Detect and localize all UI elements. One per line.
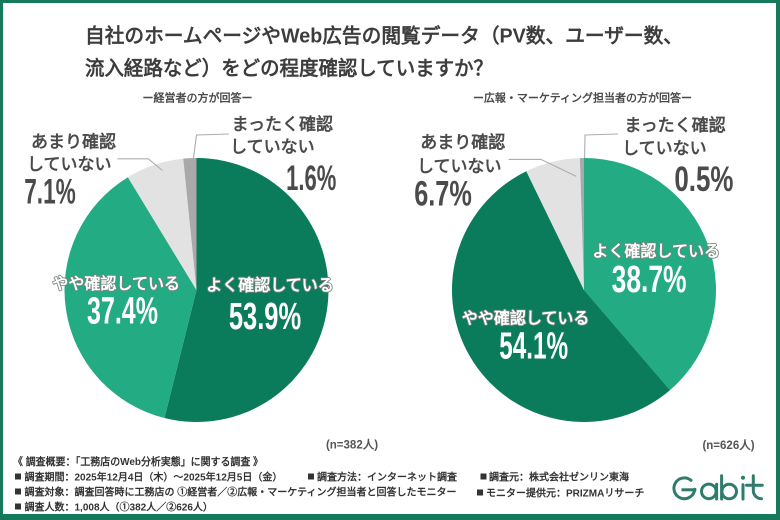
svg-text:《 調査概要：「工務店のWeb分析実態」に関する調査 》: 《 調査概要：「工務店のWeb分析実態」に関する調査 》 xyxy=(13,455,263,468)
svg-text:調査方法：インターネット調査: 調査方法：インターネット調査 xyxy=(317,471,458,484)
svg-text:していない: していない xyxy=(230,138,315,157)
svg-text:ー経営者の方が回答ー: ー経営者の方が回答ー xyxy=(143,91,253,105)
svg-text:あまり確認: あまり確認 xyxy=(31,132,116,152)
svg-text:していない: していない xyxy=(622,139,707,158)
svg-text:自社のホームページやWeb広告の閲覧データ（PV数、ユーザー: 自社のホームページやWeb広告の閲覧データ（PV数、ユーザー数、 xyxy=(85,24,683,48)
svg-text:まったく確認: まったく確認 xyxy=(232,114,333,134)
svg-text:38.7%: 38.7% xyxy=(612,257,687,300)
svg-text:調査対象：調査回答時に工務店の ①経営者／②広報・マーケティ: 調査対象：調査回答時に工務店の ①経営者／②広報・マーケティング担当者と回答した… xyxy=(25,486,457,499)
svg-text:調査期間：2025年12月4日（木）〜2025年12月5日（: 調査期間：2025年12月4日（木）〜2025年12月5日（金） xyxy=(25,471,283,484)
svg-text:まったく確認: まったく確認 xyxy=(624,115,725,135)
svg-text:6.7%: 6.7% xyxy=(414,175,472,214)
svg-text:調査元：株式会社ゼンリン東海: 調査元：株式会社ゼンリン東海 xyxy=(489,471,629,484)
svg-text:(n=382人): (n=382人) xyxy=(326,437,378,451)
svg-text:あまり確認: あまり確認 xyxy=(420,132,505,152)
svg-text:よく確認している: よく確認している xyxy=(206,276,334,295)
svg-text:54.1%: 54.1% xyxy=(499,324,568,367)
svg-text:していない: していない xyxy=(417,157,502,176)
svg-text:やや確認している: やや確認している xyxy=(52,274,180,293)
svg-text:よく確認している: よく確認している xyxy=(592,242,720,261)
svg-text:7.1%: 7.1% xyxy=(24,173,76,212)
svg-text:37.4%: 37.4% xyxy=(87,289,158,332)
svg-text:ー広報・マーケティング担当者の方が回答ー: ー広報・マーケティング担当者の方が回答ー xyxy=(473,91,692,105)
svg-text:(n=626人): (n=626人) xyxy=(702,438,754,452)
svg-text:53.9%: 53.9% xyxy=(229,295,301,337)
svg-text:調査人数：1,008人（①382人／②626人）: 調査人数：1,008人（①382人／②626人） xyxy=(25,501,213,514)
svg-text:やや確認している: やや確認している xyxy=(462,309,590,328)
svg-text:0.5%: 0.5% xyxy=(674,159,733,199)
svg-text:モニター提供元：PRIZMAリサーチ: モニター提供元：PRIZMAリサーチ xyxy=(486,487,644,500)
svg-text:1.6%: 1.6% xyxy=(286,160,336,198)
svg-text:していない: していない xyxy=(27,155,112,174)
svg-text:流入経路など）をどの程度確認していますか？: 流入経路など）をどの程度確認していますか？ xyxy=(85,56,493,80)
